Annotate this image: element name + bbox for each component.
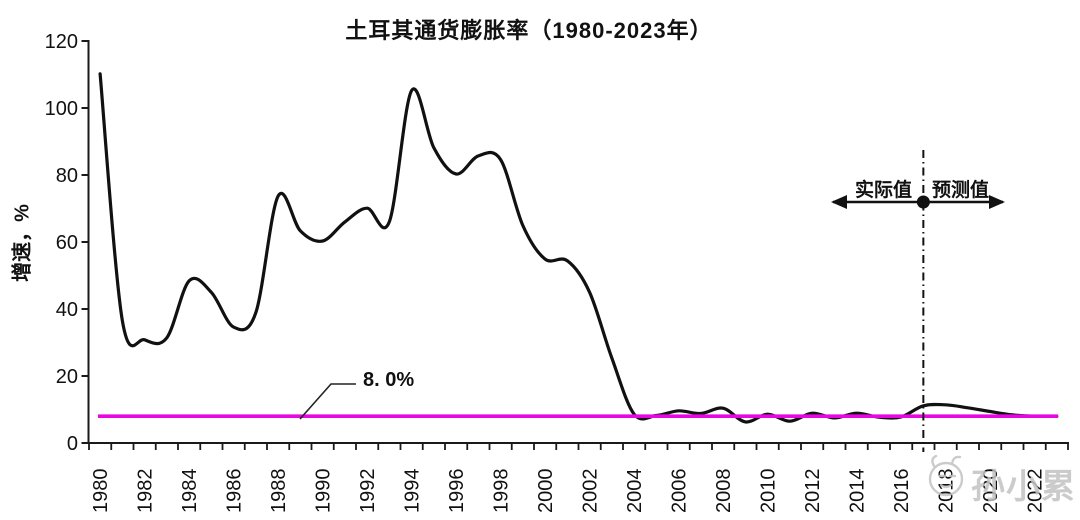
watermark-text: 孙小累	[971, 468, 1076, 506]
x-tick-label: 1990	[313, 469, 335, 514]
watermark-logo-icon	[928, 454, 964, 497]
watermark-logo-part	[950, 455, 962, 466]
x-tick-label: 1982	[135, 469, 157, 514]
x-tick-label: 2010	[758, 469, 780, 514]
x-tick-label: 2004	[624, 469, 646, 514]
x-tick-label: 1988	[268, 469, 290, 514]
x-tick-label: 1986	[224, 469, 246, 514]
x-tick-label: 2012	[802, 469, 824, 514]
x-tick-label: 1996	[446, 469, 468, 514]
divider-dot	[916, 195, 930, 209]
x-tick-label: 2022	[1025, 469, 1047, 514]
y-axis-title: 增速，%	[11, 204, 34, 282]
target-line-label: 8. 0%	[363, 369, 415, 391]
axes	[87, 40, 1069, 444]
arrow-right-head	[989, 195, 1005, 209]
inflation-curve	[98, 72, 1059, 424]
watermark-logo-part	[931, 454, 938, 468]
y-tick-label: 40	[56, 299, 78, 321]
y-tick-label: 120	[45, 31, 78, 53]
watermark-logo-part	[928, 461, 964, 497]
y-tick-label: 60	[56, 232, 78, 254]
x-tick-label: 2008	[713, 469, 735, 514]
x-tick-label: 2020	[980, 469, 1002, 514]
x-tick-label: 2006	[669, 469, 691, 514]
x-tick-label: 2002	[580, 469, 602, 514]
y-tick-label: 0	[67, 433, 78, 455]
x-tick-label: 1984	[179, 469, 201, 514]
x-tick-label: 1994	[402, 469, 424, 514]
x-tick-label: 2014	[847, 469, 869, 514]
watermark-logo-part	[939, 483, 953, 489]
target-callout-line	[299, 383, 356, 420]
arrow-left-head	[831, 195, 847, 209]
y-tick-label: 20	[56, 366, 78, 388]
x-tick-label: 2016	[891, 469, 913, 514]
chart-title: 土耳其通货膨胀率（1980-2023年）	[345, 18, 713, 43]
x-tick-label: 1992	[357, 469, 379, 514]
forecast-value-label: 预测值	[932, 180, 990, 201]
y-tick-label: 80	[56, 165, 78, 187]
x-tick-label: 1980	[90, 469, 112, 514]
x-tick-label: 2000	[535, 469, 557, 514]
x-tick-label: 2018	[936, 469, 958, 514]
actual-value-label: 实际值	[854, 180, 912, 201]
y-tick-label: 100	[45, 98, 78, 120]
x-tick-label: 1998	[491, 469, 513, 514]
